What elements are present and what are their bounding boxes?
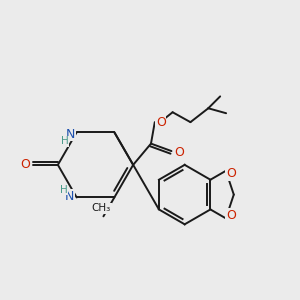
Text: O: O [156,116,166,129]
Text: O: O [175,146,184,159]
Text: O: O [226,167,236,180]
Text: H: H [61,136,69,146]
Text: CH₃: CH₃ [92,203,111,213]
Text: O: O [20,158,30,171]
Text: O: O [226,209,236,222]
Text: N: N [66,128,75,141]
Text: N: N [65,190,74,203]
Text: H: H [60,184,68,194]
